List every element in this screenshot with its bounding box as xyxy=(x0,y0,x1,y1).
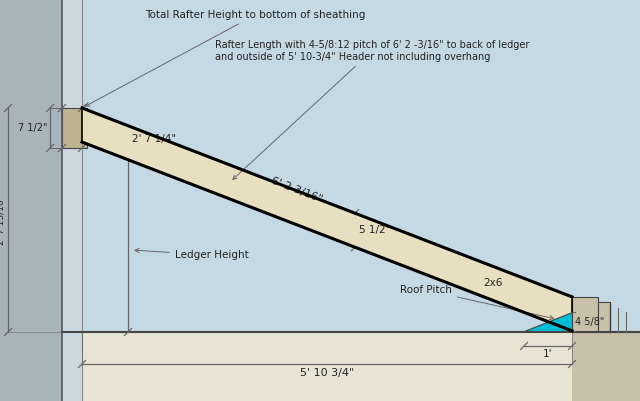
Bar xyxy=(82,332,572,401)
Bar xyxy=(598,302,610,332)
Text: 2' 7 1/4": 2' 7 1/4" xyxy=(132,134,176,144)
Text: 6' 2 3/16": 6' 2 3/16" xyxy=(270,176,324,204)
Text: 2x6: 2x6 xyxy=(483,277,502,288)
Text: Total Rafter Height to bottom of sheathing: Total Rafter Height to bottom of sheathi… xyxy=(85,10,365,106)
Bar xyxy=(62,332,640,401)
Bar xyxy=(62,108,87,148)
Text: 7 1/2": 7 1/2" xyxy=(17,123,47,133)
Polygon shape xyxy=(524,312,572,331)
Text: 5 1/2": 5 1/2" xyxy=(359,225,390,235)
Text: 1': 1' xyxy=(543,349,553,359)
Text: 2' 7 13/16": 2' 7 13/16" xyxy=(0,195,6,245)
Bar xyxy=(0,0,62,401)
Text: Roof Pitch: Roof Pitch xyxy=(400,285,554,320)
Bar xyxy=(572,297,598,332)
Text: 5' 10 3/4": 5' 10 3/4" xyxy=(300,368,354,378)
Bar xyxy=(62,0,82,401)
Text: Rafter Length with 4-5/8:12 pitch of 6' 2 -3/16" to back of ledger
and outside o: Rafter Length with 4-5/8:12 pitch of 6' … xyxy=(215,40,529,179)
Polygon shape xyxy=(82,108,572,331)
Text: Ledger Height: Ledger Height xyxy=(135,248,249,260)
Text: 4 5/8": 4 5/8" xyxy=(575,317,604,326)
